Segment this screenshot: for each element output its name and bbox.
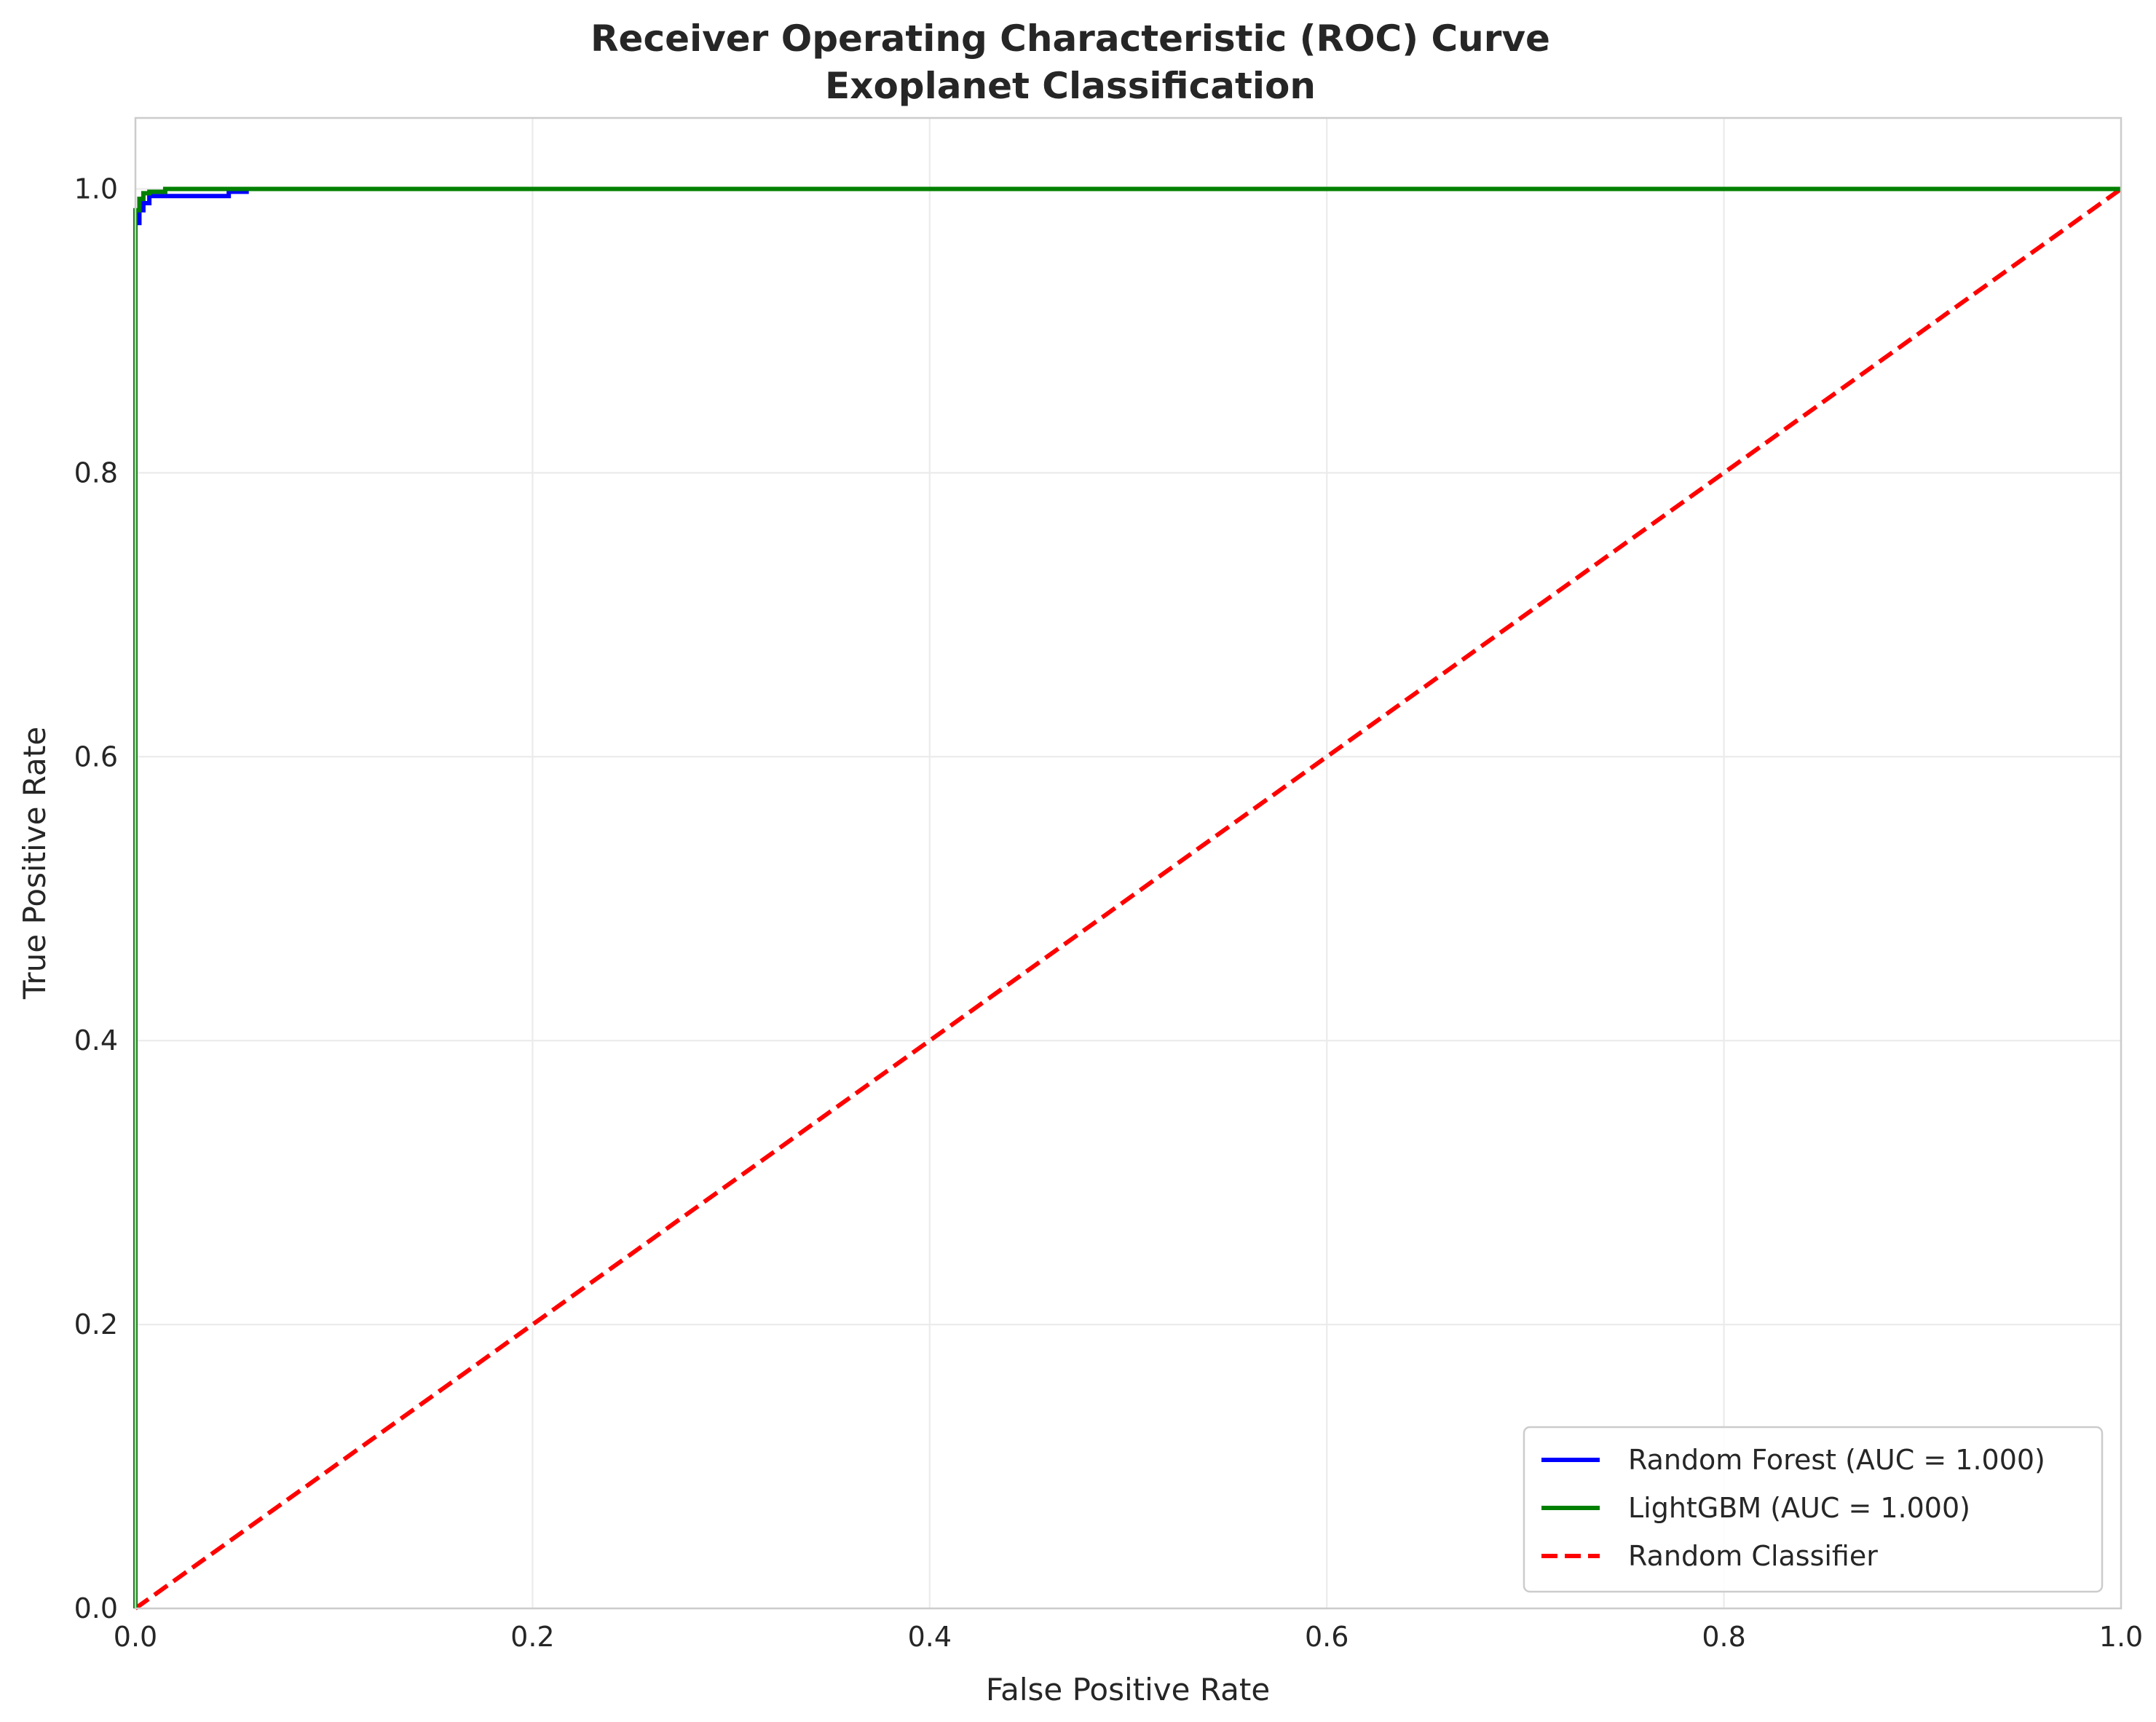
chart-title: Receiver Operating Characteristic (ROC) …	[591, 17, 1550, 60]
plot-frame	[134, 116, 2123, 1610]
series-layer	[133, 186, 2123, 1611]
legend-label: Random Forest (AUC = 1.000)	[1628, 1444, 2045, 1476]
x-tick-label: 0.8	[1702, 1621, 1745, 1653]
y-tick-label: 0.8	[74, 457, 118, 489]
y-tick-label: 0.4	[74, 1024, 118, 1056]
series-line-0	[133, 186, 2121, 1608]
y-tick-labels: 0.0 0.2 0.4 0.6 0.8 1.0	[74, 173, 118, 1624]
y-tick-label: 0.6	[74, 740, 118, 773]
x-tick-label: 0.4	[908, 1621, 952, 1653]
x-tick-label: 0.0	[114, 1621, 157, 1653]
y-axis-label: True Positive Rate	[17, 727, 52, 1000]
grid	[134, 118, 2123, 1610]
series-line-1	[133, 186, 2121, 1608]
legend-entries: Random Forest (AUC = 1.000) LightGBM (AUC…	[1541, 1444, 2045, 1572]
x-tick-labels: 0.0 0.2 0.4 0.6 0.8 1.0	[114, 1621, 2143, 1653]
legend: Random Forest (AUC = 1.000) LightGBM (AUC…	[1523, 1426, 2104, 1593]
y-tick-label: 1.0	[74, 173, 118, 205]
legend-box	[1523, 1426, 2104, 1593]
plot-area	[133, 116, 2123, 1611]
legend-label: LightGBM (AUC = 1.000)	[1628, 1492, 1970, 1524]
x-tick-label: 0.2	[510, 1621, 554, 1653]
x-tick-label: 1.0	[2099, 1621, 2143, 1653]
plot-background	[135, 118, 2121, 1608]
x-axis-label: False Positive Rate	[986, 1672, 1270, 1707]
y-tick-label: 0.2	[74, 1308, 118, 1340]
series-line-2	[134, 187, 2123, 1611]
chart-subtitle: Exoplanet Classification	[825, 65, 1316, 107]
legend-label: Random Classifier	[1628, 1540, 1878, 1572]
y-tick-label: 0.0	[74, 1592, 118, 1624]
x-tick-label: 0.6	[1305, 1621, 1349, 1653]
